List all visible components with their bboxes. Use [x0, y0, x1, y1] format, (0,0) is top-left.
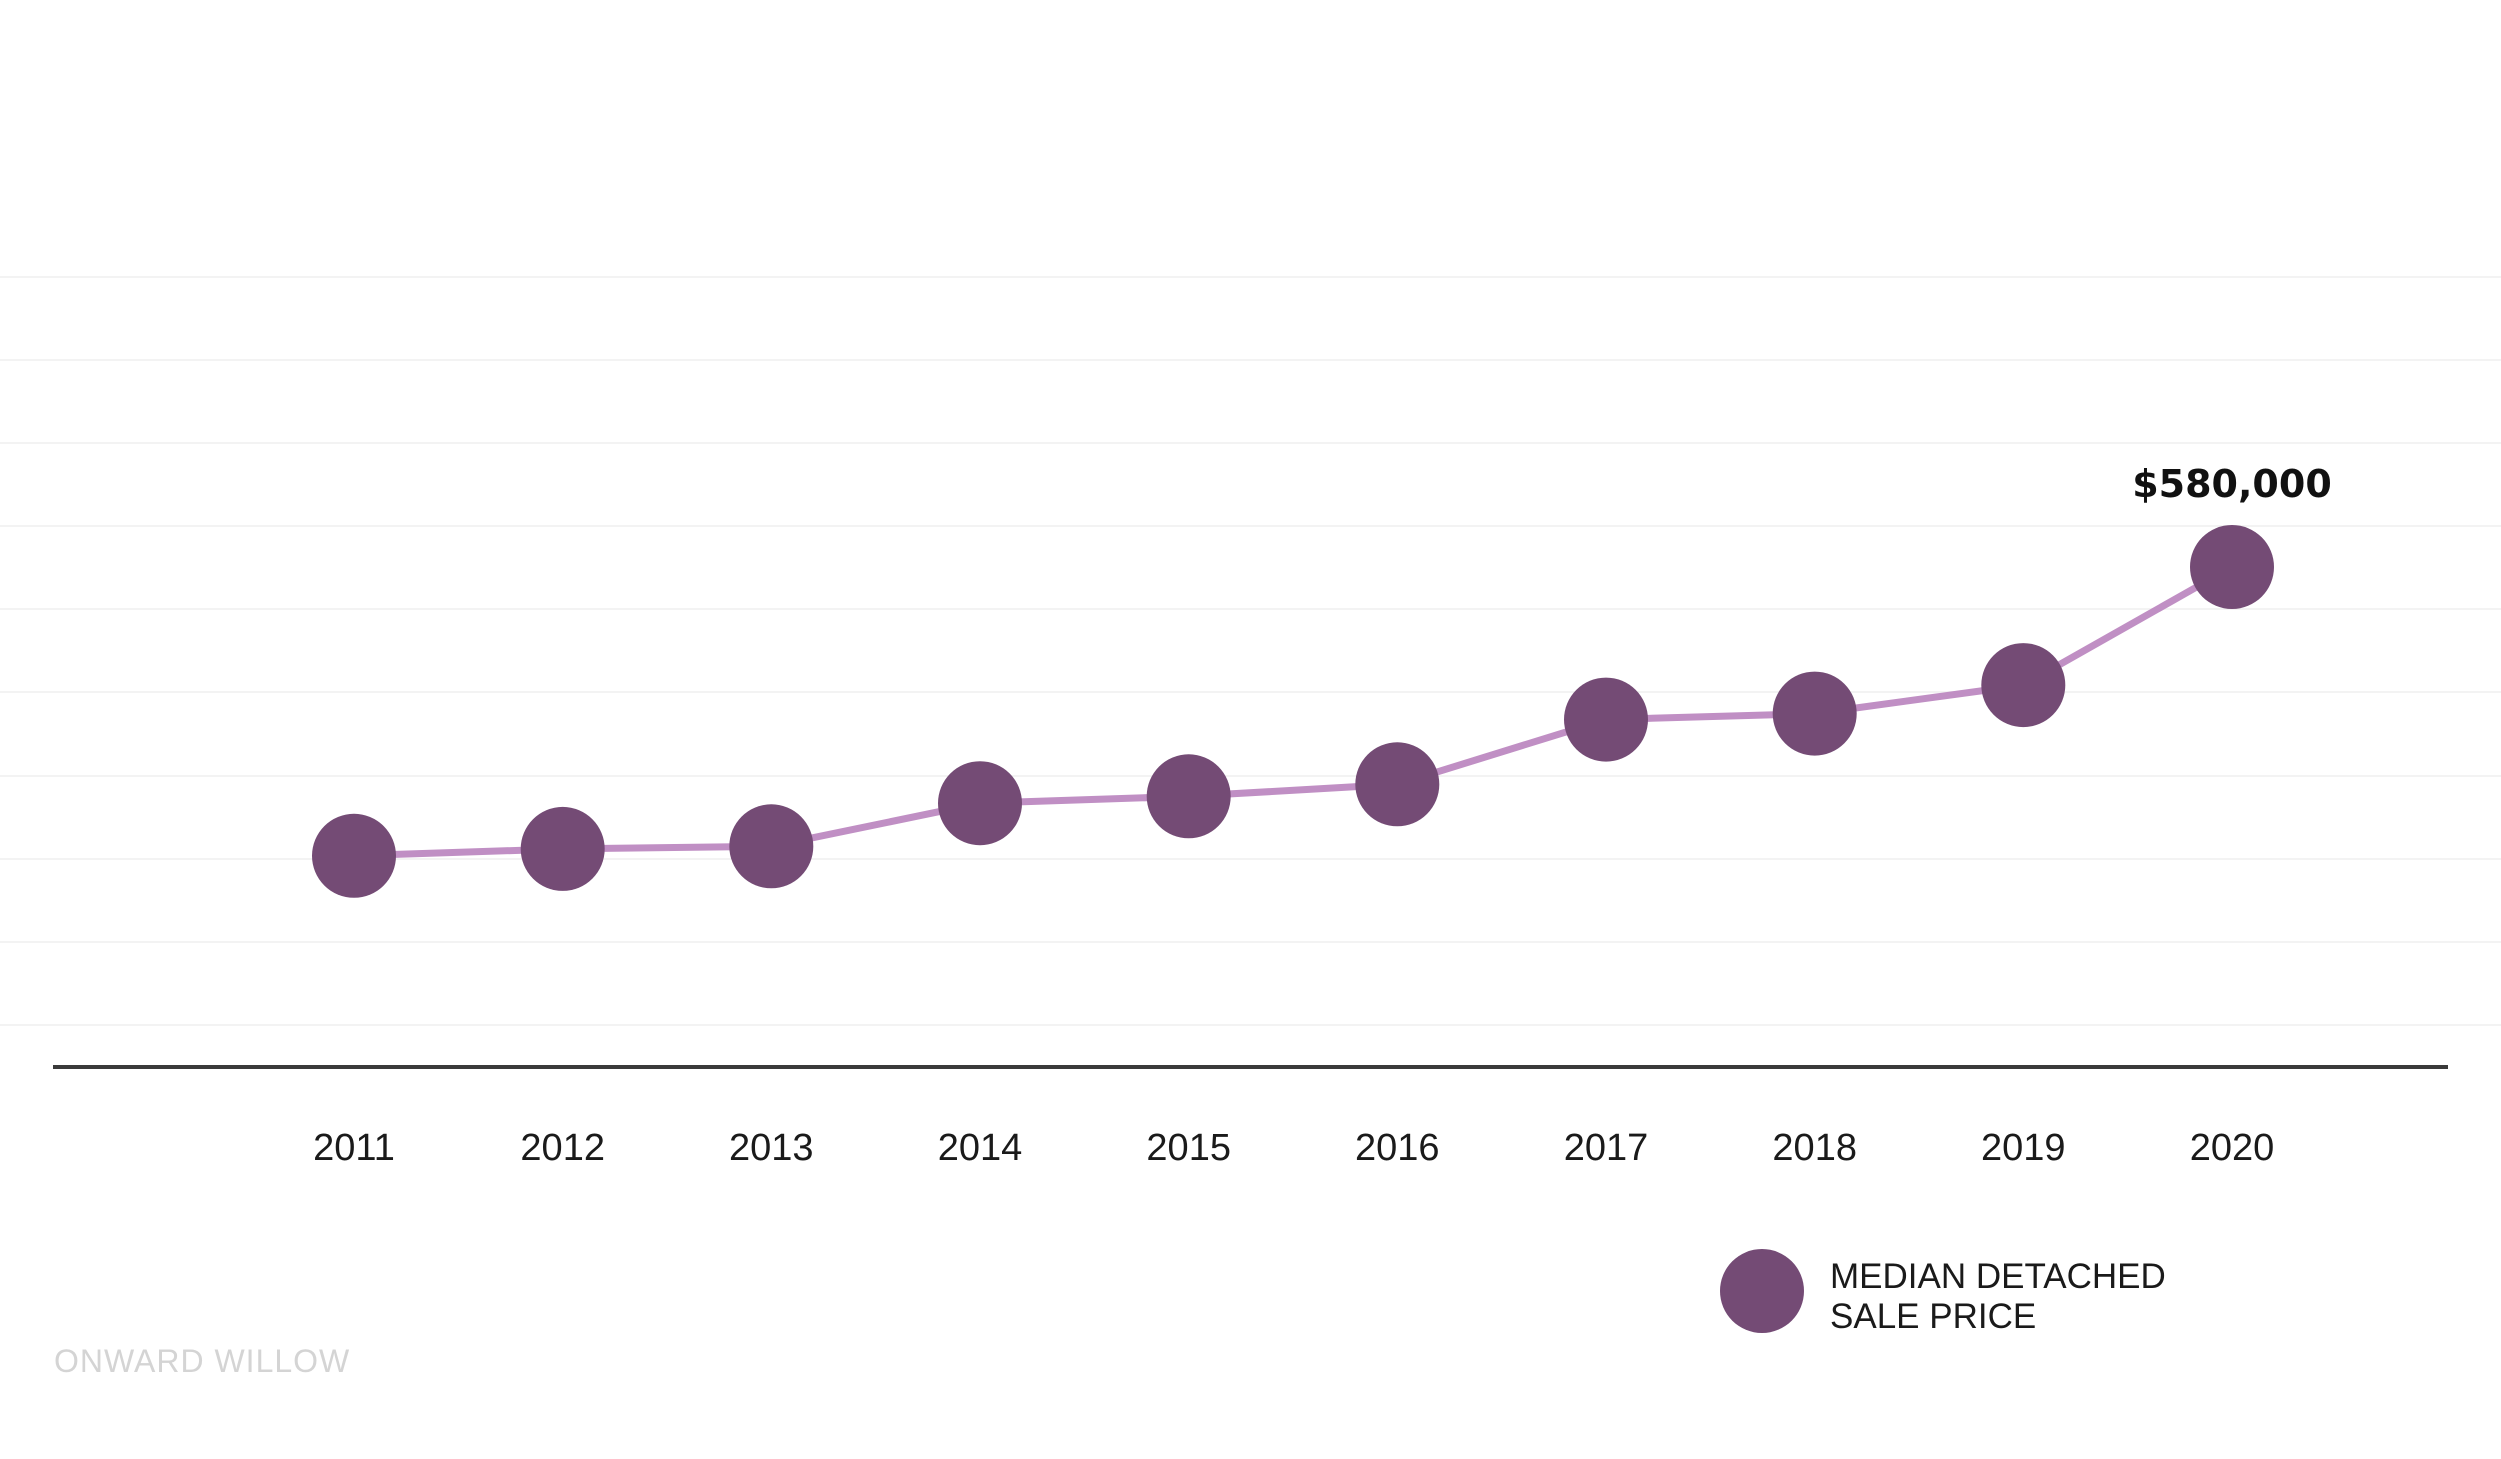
legend-label-line-2: SALE PRICE: [1830, 1297, 2036, 1336]
data-point-2014: [938, 761, 1022, 846]
x-tick-label-2016: 2016: [1355, 1127, 1440, 1169]
series-line: [353, 563, 2234, 860]
data-point-2012: [520, 806, 605, 891]
x-tick-label-2020: 2020: [2190, 1127, 2275, 1169]
data-point-2013: [729, 804, 814, 889]
watermark: ONWARD WILLOW: [54, 1343, 350, 1379]
legend: MEDIAN DETACHED SALE PRICE: [1720, 1249, 2166, 1336]
data-label-2020: $580,000: [2132, 462, 2332, 506]
x-tick-label-2011: 2011: [313, 1127, 395, 1169]
x-tick-label-2014: 2014: [938, 1127, 1023, 1169]
x-tick-label-2017: 2017: [1564, 1127, 1649, 1169]
data-point-2019: [1981, 643, 2066, 728]
x-tick-label-2013: 2013: [729, 1127, 814, 1169]
legend-label-line-1: MEDIAN DETACHED: [1830, 1257, 2166, 1296]
x-tick-label-2019: 2019: [1981, 1127, 2066, 1169]
data-point-2015: [1146, 754, 1231, 839]
data-labels: $580,000: [2132, 462, 2332, 506]
x-tick-label-2018: 2018: [1772, 1127, 1857, 1169]
legend-marker: [1720, 1249, 1804, 1333]
data-point-2018: [1772, 671, 1857, 756]
gridlines: [0, 276, 2501, 1026]
data-point-2011: [312, 813, 396, 898]
data-point-2016: [1355, 742, 1440, 827]
data-point-2020: [2190, 525, 2274, 609]
data-point-2017: [1564, 677, 1648, 762]
data-points: [312, 525, 2274, 898]
x-tick-label-2012: 2012: [520, 1127, 605, 1169]
x-tick-labels: 2011 2012 2013 2014 2015 2016 2017 2018 2019 2020: [313, 1127, 2274, 1169]
x-tick-label-2015: 2015: [1146, 1127, 1231, 1169]
